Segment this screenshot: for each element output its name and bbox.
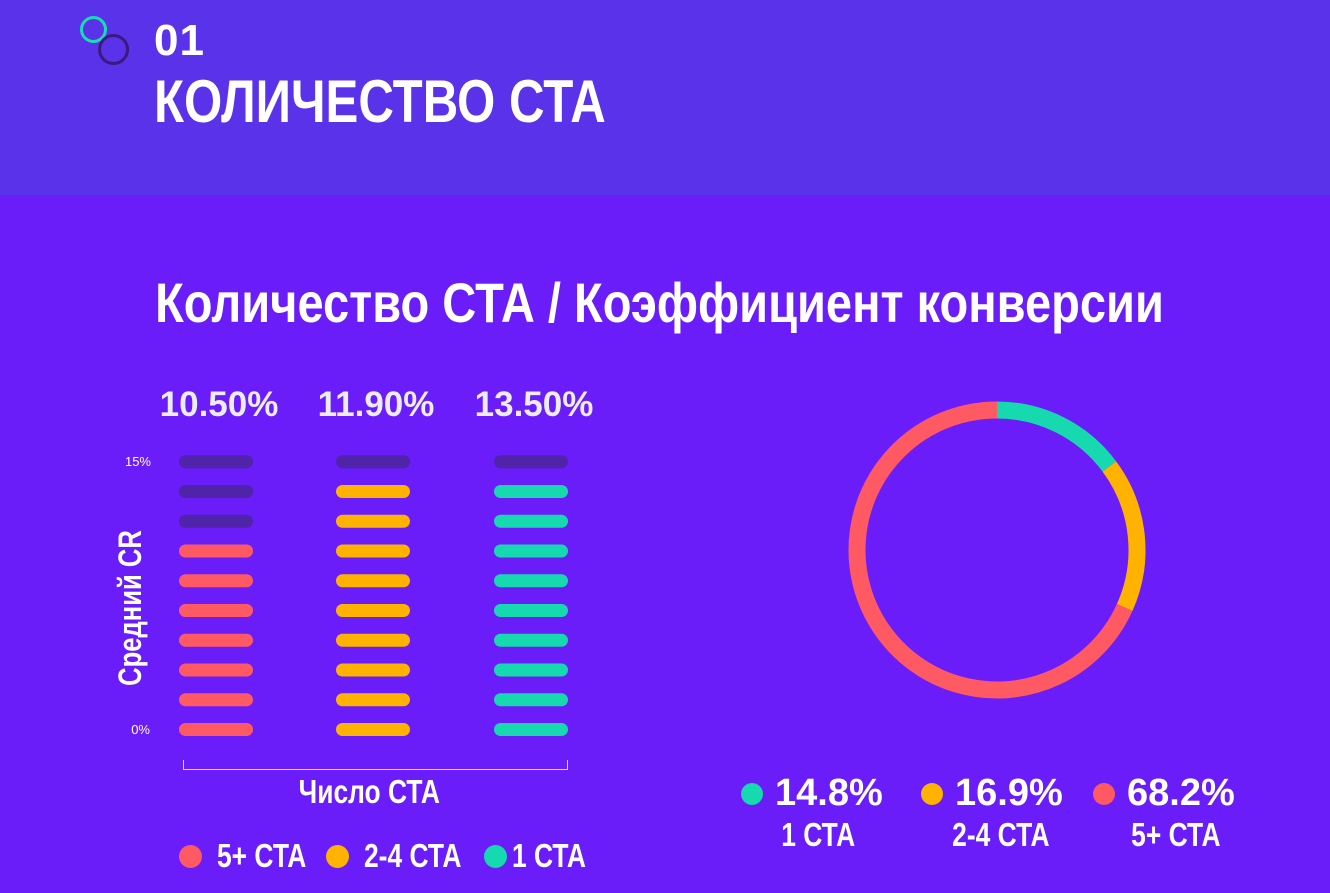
y-tick-label: 0%: [131, 722, 150, 737]
bar-unit: [336, 633, 410, 647]
bar-unit: [336, 485, 410, 498]
bar-unit: [336, 574, 410, 588]
bar-value-label: 10.50%: [159, 385, 279, 424]
slice-value-label: 68.2%: [1127, 772, 1235, 814]
legend-dot-icon: [921, 783, 943, 805]
bar-unit: [494, 455, 568, 469]
section-number: 01: [154, 16, 205, 65]
bar-unit: [494, 663, 568, 677]
bar-unit: [179, 544, 253, 558]
chart-title: Количество СТА / Коэффициент конверсии: [154, 271, 1164, 334]
legend-dot-icon: [326, 845, 349, 868]
bar-unit: [336, 544, 410, 558]
slice-value-label: 16.9%: [955, 772, 1063, 814]
bar-unit: [336, 604, 410, 617]
donut-slice: [1102, 461, 1146, 611]
bar-unit: [179, 693, 253, 707]
legend-dot-icon: [484, 845, 507, 868]
bar-unit: [494, 723, 568, 736]
bar-unit: [179, 455, 253, 469]
bar-unit: [494, 574, 568, 588]
bar-unit: [179, 604, 253, 617]
bar-unit: [336, 455, 410, 469]
x-axis-bracket: [183, 760, 568, 770]
slice-category-label: 1 СТА: [781, 816, 855, 853]
bar-unit: [179, 723, 253, 736]
bar-unit: [179, 574, 253, 588]
bar-unit: [336, 723, 410, 736]
y-tick-label: 15%: [124, 454, 151, 469]
slice-value-label: 14.8%: [775, 772, 883, 814]
circles-logo-icon: [80, 16, 132, 68]
bar-value-label: 13.50%: [474, 385, 594, 424]
bar-unit: [336, 663, 410, 677]
x-axis-label: Число СТА: [298, 773, 440, 810]
header-band: 01 КОЛИЧЕСТВО СТА: [0, 0, 1330, 195]
section-title: КОЛИЧЕСТВО СТА: [154, 68, 606, 135]
bar-unit: [494, 633, 568, 647]
donut-slice: [848, 401, 1133, 699]
slice-category-label: 5+ СТА: [1131, 816, 1221, 853]
bar-unit: [179, 633, 253, 647]
bar-unit: [179, 485, 253, 498]
legend-label: 1 СТА: [512, 837, 586, 874]
donut-slice: [996, 401, 1117, 472]
legend-label: 5+ СТА: [217, 837, 307, 874]
bar-unit: [179, 514, 253, 528]
bar-unit: [494, 485, 568, 498]
slice-category-label: 2-4 СТА: [952, 816, 1050, 853]
legend-dot-icon: [1093, 783, 1115, 805]
bar-unit: [336, 693, 410, 707]
bar-unit: [494, 693, 568, 707]
bar-unit: [494, 514, 568, 528]
bar-value-label: 11.90%: [317, 385, 435, 424]
legend-label: 2-4 СТА: [364, 837, 462, 874]
bar-unit: [494, 604, 568, 617]
legend-dot-icon: [741, 783, 763, 805]
bar-unit: [179, 663, 253, 677]
legend-dot-icon: [179, 845, 202, 868]
bar-unit: [494, 544, 568, 558]
bar-unit: [336, 514, 410, 528]
